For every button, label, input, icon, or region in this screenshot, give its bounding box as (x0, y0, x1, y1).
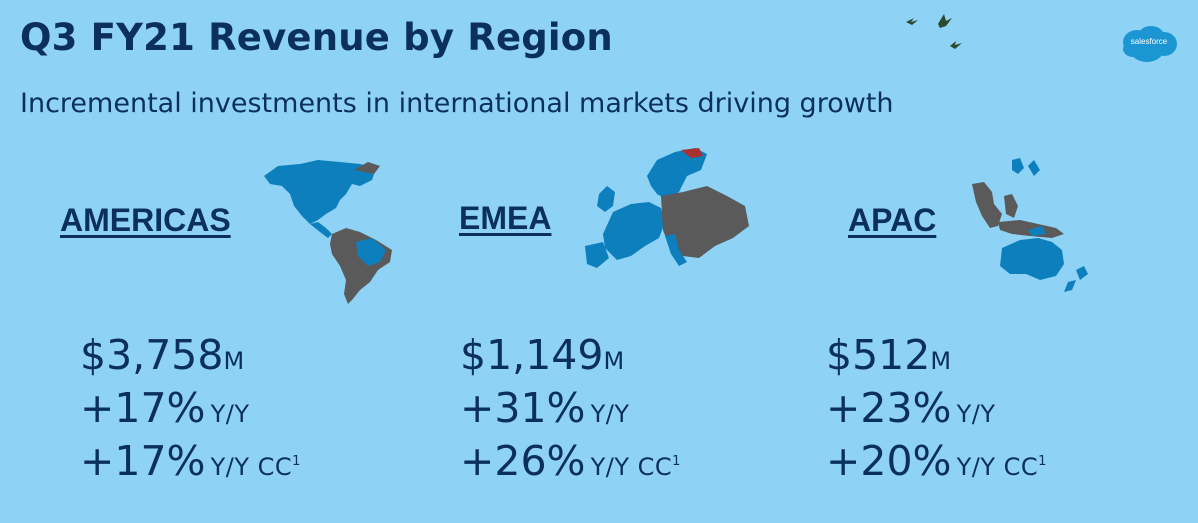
americas-map-icon (264, 160, 392, 304)
salesforce-logo: salesforce (1119, 24, 1179, 64)
americas-revenue: $3,758M (80, 331, 245, 379)
page-subtitle: Incremental investments in international… (20, 88, 894, 119)
region-label-emea: EMEA (459, 200, 552, 236)
americas-stats: $3,758M +17% Y/Y +17% Y/Y CC1 (80, 333, 300, 492)
page-title: Q3 FY21 Revenue by Region (20, 16, 613, 59)
apac-growth: +23% Y/Y (826, 384, 996, 432)
emea-revenue: $1,149M (460, 331, 625, 379)
cloud-icon (1123, 26, 1177, 62)
emea-stats: $1,149M +31% Y/Y +26% Y/Y CC1 (460, 333, 680, 492)
apac-stats: $512M +23% Y/Y +20% Y/Y CC1 (826, 333, 1046, 492)
region-label-apac: APAC (848, 202, 937, 238)
region-label-americas: AMERICAS (60, 202, 231, 238)
emea-growth: +31% Y/Y (460, 384, 630, 432)
birds-icon (906, 14, 962, 49)
emea-growth-cc: +26% Y/Y CC1 (460, 437, 681, 485)
asia-pacific-map-icon (972, 158, 1088, 292)
logo-text: salesforce (1130, 37, 1168, 46)
europe-map-icon (585, 148, 749, 268)
americas-growth-cc: +17% Y/Y CC1 (80, 437, 301, 485)
americas-growth: +17% Y/Y (80, 384, 250, 432)
apac-growth-cc: +20% Y/Y CC1 (826, 437, 1047, 485)
apac-revenue: $512M (826, 331, 952, 379)
